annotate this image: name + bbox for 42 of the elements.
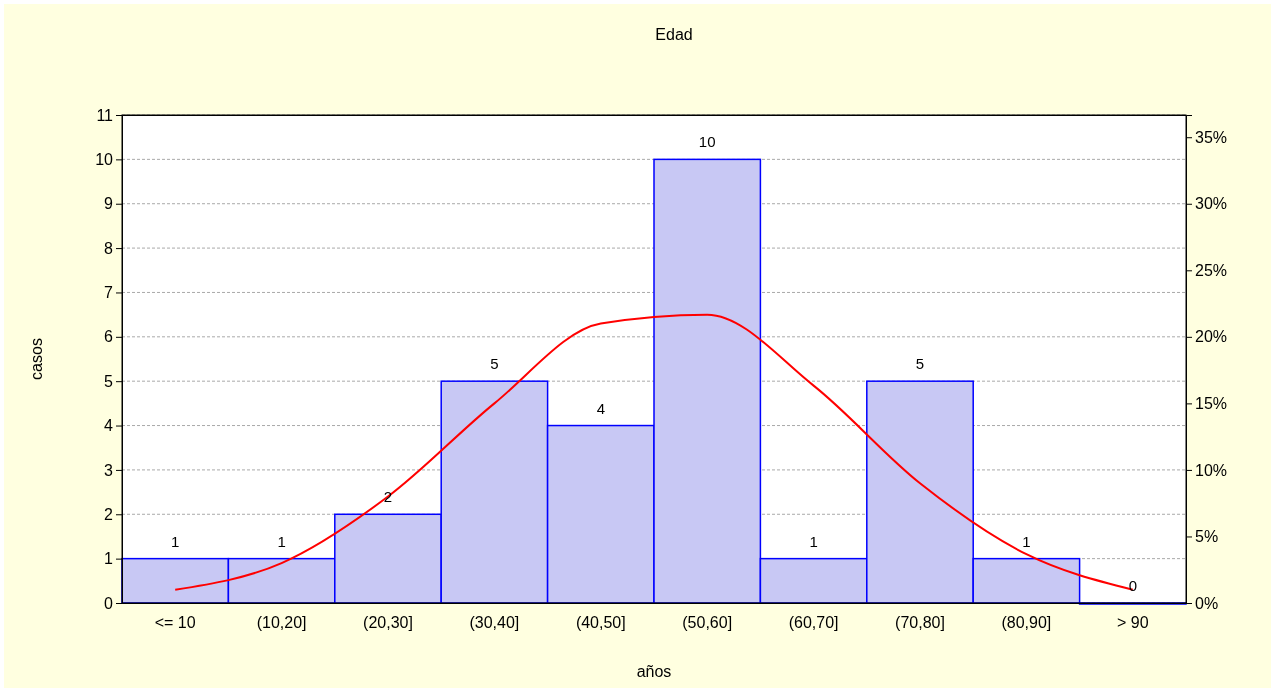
y-tick-label: 7 — [104, 284, 114, 302]
y-tick-label: 4 — [104, 417, 114, 435]
x-tick-label: (80,90] — [1001, 614, 1052, 632]
x-tick-label: (50,60] — [682, 614, 733, 632]
y2-tick-label: 25% — [1195, 261, 1228, 279]
y-axis-title: casos — [28, 338, 45, 380]
y-tick-label: 0 — [104, 594, 114, 612]
x-tick-label: (60,70] — [788, 614, 839, 632]
data-label: 5 — [490, 355, 499, 373]
y-tick-label: 10 — [95, 150, 114, 168]
y-tick-label: 8 — [104, 239, 114, 257]
y-tick-label: 9 — [104, 195, 114, 213]
y2-tick-label: 20% — [1195, 328, 1228, 346]
x-tick-label: (20,30] — [363, 614, 413, 632]
chart-title: Edad — [655, 26, 693, 43]
y2-tick-label: 10% — [1195, 461, 1228, 479]
y2-tick-label: 5% — [1195, 528, 1219, 546]
y-tick-label: 11 — [96, 106, 114, 124]
x-tick-label: (70,80] — [895, 614, 945, 632]
y2-tick-label: 15% — [1195, 395, 1228, 412]
y-tick-label: 5 — [104, 372, 114, 390]
y-tick-label: 2 — [104, 505, 114, 523]
y2-tick-label: 35% — [1195, 128, 1228, 146]
data-label: 1 — [277, 532, 286, 550]
x-tick-label: > 90 — [1117, 614, 1149, 632]
x-tick-label: (40,50] — [575, 614, 626, 632]
x-axis-title: años — [636, 663, 672, 680]
x-tick-label: (30,40] — [469, 614, 520, 632]
y2-tick-label: 30% — [1195, 195, 1228, 213]
y-tick-label: 1 — [104, 550, 114, 568]
y-tick-label: 3 — [104, 461, 114, 479]
data-label: 5 — [915, 355, 925, 373]
x-tick-label: (10,20] — [256, 614, 307, 632]
data-label: 0 — [1128, 577, 1137, 594]
y-tick-label: 6 — [104, 328, 114, 346]
data-label: 4 — [596, 399, 605, 417]
x-tick-label: <= 10 — [154, 614, 196, 632]
data-label: 1 — [171, 532, 180, 550]
y2-tick-label: 0% — [1195, 594, 1219, 612]
data-label: 1 — [809, 532, 818, 550]
data-label: 1 — [1022, 532, 1031, 550]
data-label: 10 — [698, 133, 716, 151]
